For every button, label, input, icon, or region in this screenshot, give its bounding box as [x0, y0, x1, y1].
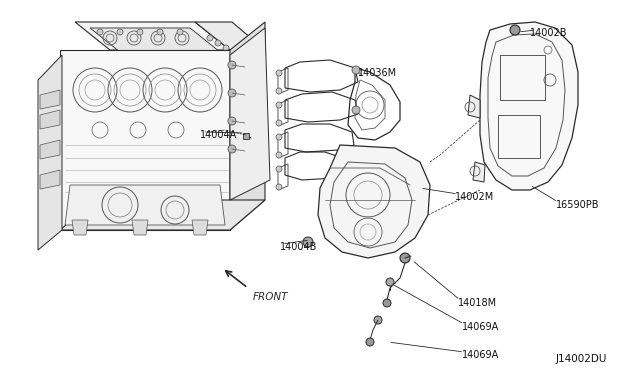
- Polygon shape: [40, 140, 60, 159]
- Text: J14002DU: J14002DU: [556, 354, 607, 364]
- Polygon shape: [132, 220, 148, 235]
- Text: 14002M: 14002M: [455, 192, 494, 202]
- Polygon shape: [40, 110, 60, 129]
- Polygon shape: [75, 22, 230, 50]
- Text: 14069A: 14069A: [462, 322, 499, 332]
- Circle shape: [352, 66, 360, 74]
- Polygon shape: [90, 28, 220, 52]
- Text: 16590PB: 16590PB: [556, 200, 600, 210]
- Polygon shape: [60, 50, 230, 230]
- Polygon shape: [65, 185, 225, 225]
- Circle shape: [228, 61, 236, 69]
- Circle shape: [276, 88, 282, 94]
- Circle shape: [228, 145, 236, 153]
- Circle shape: [366, 338, 374, 346]
- Circle shape: [386, 278, 394, 286]
- Polygon shape: [192, 220, 208, 235]
- Polygon shape: [40, 90, 60, 109]
- Circle shape: [276, 184, 282, 190]
- Circle shape: [223, 45, 229, 51]
- Circle shape: [383, 299, 391, 307]
- Text: 14004B: 14004B: [280, 242, 317, 252]
- Circle shape: [510, 25, 520, 35]
- Circle shape: [207, 35, 213, 41]
- Circle shape: [352, 106, 360, 114]
- Polygon shape: [230, 28, 270, 200]
- Circle shape: [276, 70, 282, 76]
- Circle shape: [157, 29, 163, 35]
- Circle shape: [276, 134, 282, 140]
- Circle shape: [117, 29, 123, 35]
- Polygon shape: [38, 55, 62, 250]
- Polygon shape: [480, 22, 578, 190]
- Polygon shape: [230, 22, 265, 230]
- Circle shape: [276, 102, 282, 108]
- Polygon shape: [72, 220, 88, 235]
- Circle shape: [344, 171, 352, 179]
- Circle shape: [228, 117, 236, 125]
- Text: FRONT: FRONT: [253, 292, 289, 302]
- Circle shape: [346, 146, 354, 154]
- Circle shape: [303, 237, 313, 247]
- Circle shape: [97, 29, 103, 35]
- Circle shape: [137, 29, 143, 35]
- Polygon shape: [243, 133, 249, 139]
- Polygon shape: [318, 145, 430, 258]
- Polygon shape: [60, 200, 265, 230]
- Text: 14002B: 14002B: [530, 28, 568, 38]
- Polygon shape: [195, 22, 265, 50]
- Circle shape: [276, 166, 282, 172]
- Circle shape: [228, 89, 236, 97]
- Circle shape: [276, 152, 282, 158]
- Circle shape: [400, 253, 410, 263]
- Circle shape: [177, 29, 183, 35]
- Text: 14018M: 14018M: [458, 298, 497, 308]
- Circle shape: [276, 120, 282, 126]
- Text: 14036M: 14036M: [358, 68, 397, 78]
- Circle shape: [215, 40, 221, 46]
- Circle shape: [374, 316, 382, 324]
- Text: 14069A: 14069A: [462, 350, 499, 360]
- Polygon shape: [473, 162, 485, 182]
- Text: 14004A: 14004A: [200, 130, 237, 140]
- Polygon shape: [40, 170, 60, 189]
- Polygon shape: [468, 95, 480, 118]
